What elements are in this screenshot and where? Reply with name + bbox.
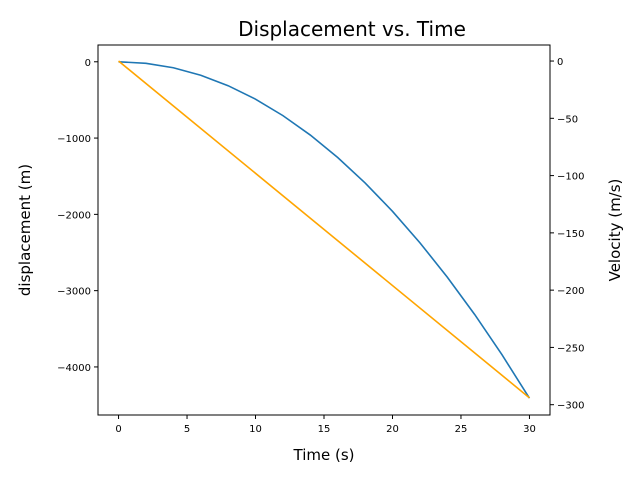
x-axis-label: Time (s) xyxy=(293,446,355,464)
y-left-tick-label: −2000 xyxy=(57,210,91,221)
y-right-tick-label: −150 xyxy=(557,229,584,240)
x-tick-label: 30 xyxy=(523,424,536,435)
y-left-tick-label: 0 xyxy=(85,58,91,69)
x-tick-label: 5 xyxy=(184,424,190,435)
y-right-tick-label: −200 xyxy=(557,286,584,297)
y-right-tick-label: −250 xyxy=(557,343,584,354)
y-right-tick-label: 0 xyxy=(557,57,563,68)
y-right-tick-label: −50 xyxy=(557,114,578,125)
x-axis: 0 5 10 15 20 25 30 xyxy=(115,415,536,435)
y-right-tick-label: −300 xyxy=(557,401,584,412)
series-layer xyxy=(118,60,531,399)
y-axis-left-label: displacement (m) xyxy=(16,164,34,296)
x-tick-label: 10 xyxy=(249,424,262,435)
x-tick-label: 15 xyxy=(318,424,331,435)
y-axis-left: 0 −1000 −2000 −3000 −4000 xyxy=(57,58,98,374)
y-left-tick-label: −4000 xyxy=(57,363,91,374)
displacement-series-line xyxy=(118,60,531,399)
x-tick-label: 0 xyxy=(115,424,121,435)
y-right-tick-label: −100 xyxy=(557,172,584,183)
x-tick-label: 25 xyxy=(455,424,468,435)
y-left-tick-label: −3000 xyxy=(57,287,91,298)
y-axis-right-label: Velocity (m/s) xyxy=(606,179,624,282)
velocity-series-line xyxy=(118,60,530,399)
y-left-tick-label: −1000 xyxy=(57,134,91,145)
x-tick-label: 20 xyxy=(386,424,399,435)
y-axis-right: 0 −50 −100 −150 −200 −250 −300 xyxy=(550,57,584,412)
chart-title: Displacement vs. Time xyxy=(238,17,466,41)
